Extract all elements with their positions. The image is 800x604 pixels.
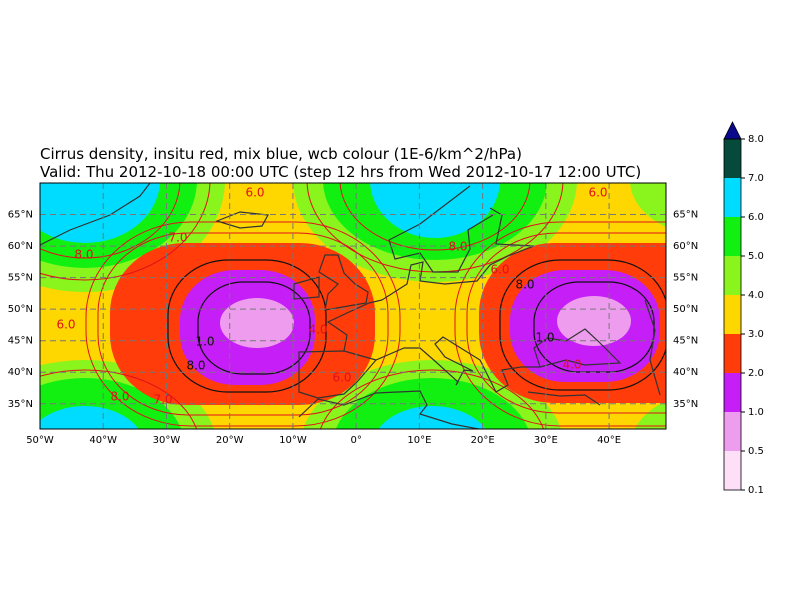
field-band <box>378 406 486 429</box>
coastlines <box>40 183 661 429</box>
high-bottom-left <box>40 360 214 429</box>
lat-tick-label: 50°N <box>673 304 698 315</box>
contour-label: 8.0 <box>448 240 467 254</box>
low-right <box>479 243 666 403</box>
high-right-edge <box>630 183 666 429</box>
lat-tick-label: 55°N <box>8 273 33 284</box>
lon-tick-label: 40°W <box>89 435 117 446</box>
lat-tick-label: 40°N <box>8 367 33 378</box>
colorbar-segment <box>724 373 741 412</box>
colorbar-tick-label: 0.1 <box>748 485 764 496</box>
colorbar-segment <box>724 451 741 490</box>
contour-label: 8.0 <box>74 248 93 262</box>
lon-tick-label: 20°W <box>216 435 244 446</box>
contour-label: 1.0 <box>195 335 214 349</box>
colorbar-segment <box>724 178 741 217</box>
lon-tick-label: 20°E <box>471 435 495 446</box>
colorbar-segment <box>724 217 741 256</box>
map-frame <box>39 182 667 430</box>
lat-tick-label: 35°N <box>8 399 33 410</box>
contour-label: 6.0 <box>245 186 264 200</box>
colorbar-tick-label: 8.0 <box>748 134 764 145</box>
high-top-left <box>40 183 225 292</box>
lat-tick-label: 45°N <box>8 336 33 347</box>
lat-tick-label: 45°N <box>673 336 698 347</box>
lon-tick-label: 10°E <box>407 435 431 446</box>
contour-label: 7.0 <box>153 393 172 407</box>
colorbar-segment <box>724 295 741 334</box>
field-band <box>335 378 529 429</box>
field-band <box>630 183 666 227</box>
lon-tick-label: 10°W <box>279 435 307 446</box>
contour-labels: 6.0 7.0 8.0 6.0 8.0 7.0 1.0 8.0 6.0 4.0 … <box>56 186 607 407</box>
colorbar-tick-label: 5.0 <box>748 251 764 262</box>
colorbar-tick-label: 4.0 <box>748 290 764 301</box>
map-subtitle: Valid: Thu 2012-10-18 00:00 UTC (step 12… <box>40 163 641 181</box>
contour-label: 6.0 <box>332 371 351 385</box>
contour-label: 7.0 <box>168 231 187 245</box>
colorbar-tick-label: 1.0 <box>748 407 764 418</box>
lat-tick-label: 60°N <box>8 241 33 252</box>
contour-label: 6.0 <box>588 186 607 200</box>
colorbar-tick-label: 6.0 <box>748 212 764 223</box>
field-band <box>557 296 631 346</box>
colorbar-extend <box>723 121 742 140</box>
colorbar-segment <box>724 139 741 178</box>
lat-tick-label: 60°N <box>673 241 698 252</box>
contour-label: 8.0 <box>515 278 534 292</box>
lat-tick-label: 55°N <box>673 273 698 284</box>
lat-tick-label: 65°N <box>8 210 33 221</box>
lat-tick-label: 35°N <box>673 399 698 410</box>
lon-tick-label: 40°E <box>597 435 621 446</box>
field-band <box>220 298 294 348</box>
colorbar-tick-label: 3.0 <box>748 329 764 340</box>
colorbar-frame <box>723 138 742 491</box>
contour-label: 4.0 <box>308 323 327 337</box>
map-field <box>40 183 666 429</box>
lat-tick-label: 50°N <box>8 304 33 315</box>
colorbar-tick-label: 2.0 <box>748 368 764 379</box>
contour-label: 6.0 <box>490 263 509 277</box>
contour-label: 6.0 <box>56 318 75 332</box>
field-band <box>370 183 500 238</box>
field-band <box>634 401 666 429</box>
lat-tick-label: 65°N <box>673 210 698 221</box>
contour-label: 4.0 <box>562 358 581 372</box>
colorbar-segment <box>724 412 741 451</box>
colorbar: 0.1 0.5 1.0 2.0 3.0 4.0 5.0 6.0 7.0 8.0 <box>723 121 764 496</box>
lon-tick-label: 50°W <box>26 435 54 446</box>
contour-label: 8.0 <box>110 390 129 404</box>
field-band <box>40 406 139 429</box>
map-title: Cirrus density, insitu red, mix blue, wc… <box>40 145 522 163</box>
colorbar-segment <box>724 256 741 295</box>
lat-tick-label: 40°N <box>673 367 698 378</box>
lon-tick-label: 0° <box>350 435 361 446</box>
contour-label: 8.0 <box>186 359 205 373</box>
colorbar-tick-label: 0.5 <box>748 446 764 457</box>
contour-label: 1.0 <box>535 331 554 345</box>
field-band <box>40 183 160 243</box>
lon-tick-label: 30°W <box>153 435 181 446</box>
low-left <box>110 243 375 405</box>
colorbar-segment <box>724 334 741 373</box>
lon-tick-label: 30°E <box>534 435 558 446</box>
colorbar-tick-label: 7.0 <box>748 173 764 184</box>
